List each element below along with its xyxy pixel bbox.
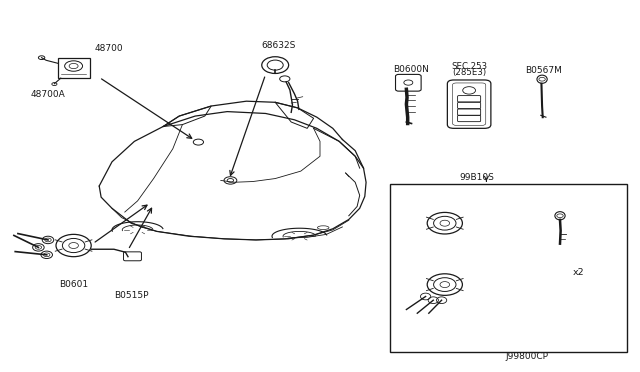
Text: 68632S: 68632S: [261, 41, 296, 50]
Text: B0567M: B0567M: [525, 66, 562, 75]
Text: (285E3): (285E3): [452, 68, 486, 77]
Text: B0600N: B0600N: [393, 65, 429, 74]
Text: J99800CP: J99800CP: [506, 352, 548, 361]
Text: B0515P: B0515P: [114, 291, 148, 300]
Text: x2: x2: [573, 268, 584, 277]
Bar: [390, 184, 627, 352]
Text: B0601: B0601: [60, 280, 89, 289]
Bar: [58, 58, 90, 78]
Text: SEC.253: SEC.253: [452, 62, 488, 71]
Text: 48700: 48700: [95, 44, 124, 53]
Text: 48700A: 48700A: [31, 90, 65, 99]
Text: 99B10S: 99B10S: [460, 173, 494, 182]
